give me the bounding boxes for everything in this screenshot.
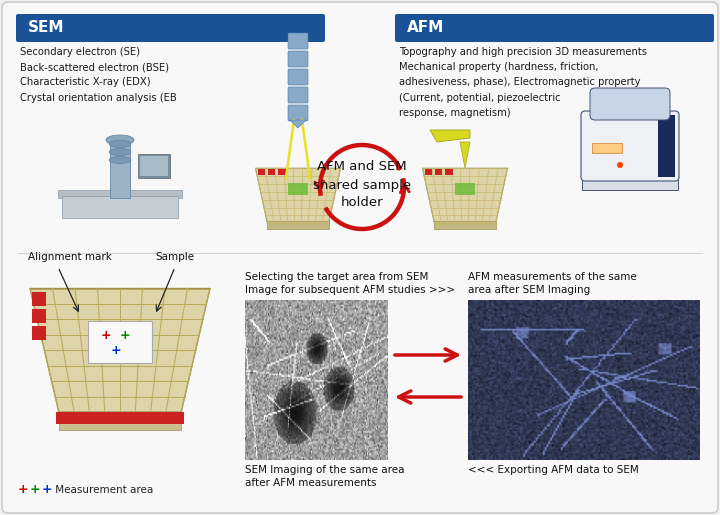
- Bar: [59, 422, 181, 430]
- Bar: [138, 154, 170, 178]
- Text: Alignment mark: Alignment mark: [28, 252, 112, 262]
- Bar: [455, 183, 475, 195]
- Bar: [258, 169, 265, 176]
- Bar: [434, 221, 495, 229]
- FancyBboxPatch shape: [288, 105, 308, 121]
- Ellipse shape: [109, 141, 131, 147]
- Bar: [582, 175, 678, 190]
- Polygon shape: [430, 130, 470, 142]
- Bar: [140, 156, 168, 176]
- Polygon shape: [460, 142, 470, 168]
- Polygon shape: [290, 120, 306, 128]
- Bar: [592, 143, 622, 153]
- Bar: [288, 183, 308, 195]
- FancyBboxPatch shape: [581, 111, 679, 181]
- Text: +: +: [42, 483, 53, 496]
- FancyBboxPatch shape: [590, 88, 670, 120]
- Bar: [32, 292, 46, 305]
- Bar: [425, 169, 432, 176]
- Bar: [58, 190, 182, 198]
- Bar: [88, 321, 153, 363]
- Text: Secondary electron (SE)
Back-scattered electron (BSE)
Characteristic X-ray (EDX): Secondary electron (SE) Back-scattered e…: [20, 47, 176, 102]
- Text: +: +: [18, 483, 29, 496]
- Text: AFM measurements of the same
area after SEM Imaging: AFM measurements of the same area after …: [468, 272, 636, 295]
- Ellipse shape: [109, 148, 131, 156]
- Bar: [32, 326, 46, 340]
- Bar: [32, 309, 46, 322]
- Bar: [435, 169, 442, 176]
- Text: SEM Imaging of the same area
after AFM measurements: SEM Imaging of the same area after AFM m…: [245, 465, 405, 488]
- Text: +: +: [111, 345, 122, 357]
- Bar: [278, 169, 286, 176]
- Text: Sample: Sample: [155, 252, 194, 262]
- Bar: [62, 196, 178, 218]
- Text: SEM: SEM: [28, 21, 65, 36]
- Polygon shape: [423, 168, 508, 223]
- Bar: [445, 169, 453, 176]
- Ellipse shape: [106, 135, 134, 145]
- Bar: [110, 140, 130, 198]
- Polygon shape: [256, 168, 341, 223]
- Bar: [55, 412, 184, 424]
- Text: +: +: [120, 329, 130, 342]
- Text: Topography and high precision 3D measurements
Mechanical property (hardness, fri: Topography and high precision 3D measure…: [399, 47, 647, 118]
- FancyBboxPatch shape: [288, 69, 308, 85]
- FancyBboxPatch shape: [395, 14, 714, 42]
- Bar: [267, 221, 328, 229]
- Text: AFM: AFM: [407, 21, 444, 36]
- Text: <<< Exporting AFM data to SEM: <<< Exporting AFM data to SEM: [468, 465, 639, 475]
- Bar: [658, 115, 675, 177]
- FancyBboxPatch shape: [16, 14, 325, 42]
- Text: +: +: [30, 483, 40, 496]
- Text: +: +: [100, 329, 111, 342]
- Text: Measurement area: Measurement area: [52, 485, 153, 495]
- Bar: [268, 169, 275, 176]
- FancyBboxPatch shape: [288, 33, 308, 49]
- FancyBboxPatch shape: [288, 87, 308, 103]
- Text: AFM and SEM
shared sample
holder: AFM and SEM shared sample holder: [313, 161, 411, 210]
- Text: Selecting the target area from SEM
Image for subsequent AFM studies >>>: Selecting the target area from SEM Image…: [245, 272, 455, 295]
- Polygon shape: [30, 288, 210, 412]
- Ellipse shape: [109, 157, 131, 163]
- FancyBboxPatch shape: [288, 51, 308, 67]
- Circle shape: [617, 162, 623, 168]
